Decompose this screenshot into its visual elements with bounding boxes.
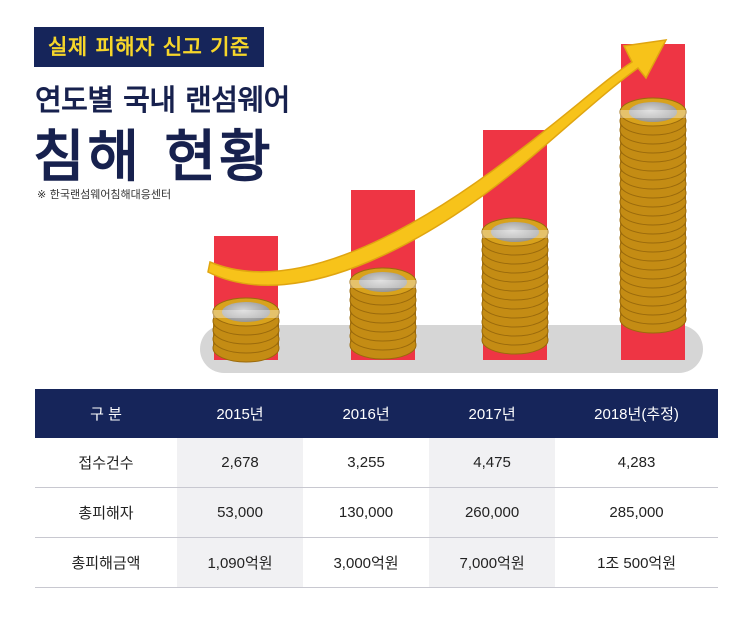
table-cell: 3,000억원	[303, 537, 430, 588]
table-row: 총피해금액 1,090억원 3,000억원 7,000억원 1조 500억원	[35, 537, 718, 588]
col-header-2017: 2017년	[429, 389, 556, 438]
table-cell: 53,000	[177, 487, 304, 538]
table-cell: 285,000	[555, 487, 718, 538]
growth-arrow-icon	[207, 39, 668, 286]
row-label-reports: 접수건수	[35, 438, 177, 488]
table-cell: 7,000억원	[429, 537, 556, 588]
page-title-line1: 연도별 국내 랜섬웨어	[35, 83, 290, 117]
col-header-category: 구 분	[35, 389, 177, 438]
table-cell: 1,090억원	[177, 537, 304, 588]
coin-stack-2016	[349, 267, 417, 360]
stats-table: 구 분 2015년 2016년 2017년 2018년(추정) 접수건수 2,6…	[35, 389, 718, 588]
table-row: 접수건수 2,678 3,255 4,475 4,283	[35, 438, 718, 488]
table-cell: 4,475	[429, 438, 556, 488]
coin-face-2016	[359, 272, 407, 292]
table-cell: 2,678	[177, 438, 304, 488]
table-cell: 3,255	[303, 438, 430, 488]
col-header-2015: 2015년	[177, 389, 304, 438]
table-cell: 1조 500억원	[555, 537, 718, 588]
col-header-2018: 2018년(추정)	[555, 389, 718, 438]
floor-shadow	[200, 325, 703, 373]
coin-stack-2018	[619, 97, 687, 334]
row-label-damage: 총피해금액	[35, 537, 177, 588]
source-note: ※ 한국랜섬웨어침해대응센터	[37, 188, 172, 201]
col-header-2016: 2016년	[303, 389, 430, 438]
coin-face-2015	[222, 302, 270, 322]
coin-face-2018	[629, 102, 677, 122]
ransomware-infographic-chart	[200, 39, 703, 373]
row-label-victims: 총피해자	[35, 487, 177, 538]
table-cell: 130,000	[303, 487, 430, 538]
table-cell: 260,000	[429, 487, 556, 538]
page-title-line2: 침해 현황	[33, 125, 274, 190]
coin-stack-2017	[481, 217, 549, 355]
coin-stack-2015	[212, 297, 280, 363]
table-row: 총피해자 53,000 130,000 260,000 285,000	[35, 487, 718, 538]
table-cell: 4,283	[555, 438, 718, 488]
table-header-row: 구 분 2015년 2016년 2017년 2018년(추정)	[35, 389, 718, 438]
coin-face-2017	[491, 222, 539, 242]
criteria-badge: 실제 피해자 신고 기준	[34, 27, 264, 67]
